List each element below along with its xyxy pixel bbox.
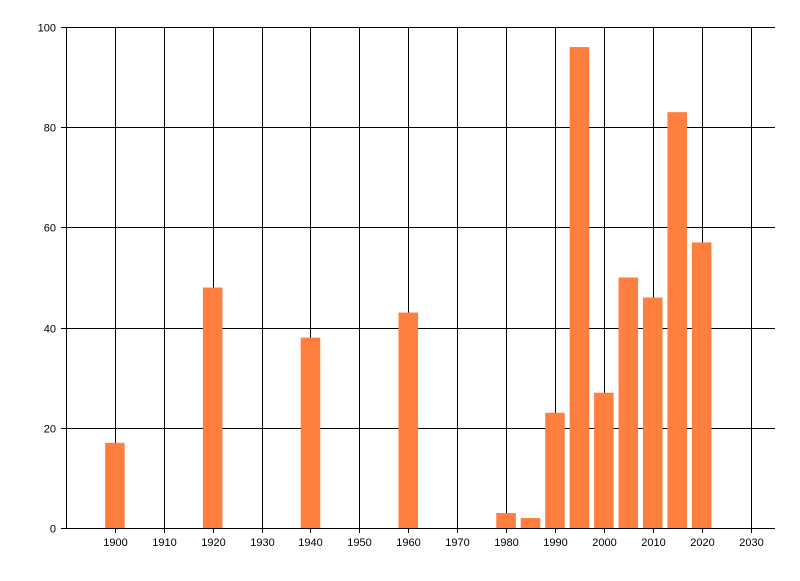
y-tick-label: 0 bbox=[50, 524, 56, 536]
x-tick-label: 1930 bbox=[250, 537, 274, 549]
bar bbox=[545, 412, 565, 528]
y-tick-label: 20 bbox=[44, 424, 56, 436]
x-tick-label: 2030 bbox=[739, 537, 763, 549]
bar bbox=[642, 297, 663, 528]
y-tick-label: 40 bbox=[44, 324, 56, 336]
x-tick-label: 1950 bbox=[347, 537, 371, 549]
x-tick-label: 1990 bbox=[543, 537, 567, 549]
x-tick-label: 1980 bbox=[494, 537, 518, 549]
x-tick-labels: 1900 1910 1920 1930 1940 1950 1960 1970 1980 1990… bbox=[103, 537, 763, 549]
bar bbox=[300, 337, 321, 528]
bar bbox=[569, 47, 590, 528]
x-tick-label: 1900 bbox=[103, 537, 127, 549]
axes bbox=[61, 27, 775, 533]
x-tick-label: 1960 bbox=[396, 537, 420, 549]
x-tick-label: 1970 bbox=[445, 537, 469, 549]
bar bbox=[105, 442, 125, 528]
bar bbox=[398, 312, 419, 528]
x-tick-label: 1920 bbox=[201, 537, 225, 549]
bar bbox=[496, 512, 516, 528]
x-tick-label: 1910 bbox=[152, 537, 176, 549]
bar bbox=[691, 242, 712, 528]
y-tick-label: 60 bbox=[44, 223, 56, 235]
x-tick-label: 1940 bbox=[298, 537, 322, 549]
y-tick-labels: 0 20 40 60 80 100 bbox=[38, 23, 56, 536]
y-tick-label: 100 bbox=[38, 23, 56, 35]
bar bbox=[202, 287, 223, 528]
grid-lines bbox=[66, 27, 775, 529]
x-tick-label: 2010 bbox=[641, 537, 665, 549]
x-tick-label: 2000 bbox=[592, 537, 616, 549]
x-tick-label: 2020 bbox=[690, 537, 714, 549]
bar bbox=[520, 517, 541, 528]
bar bbox=[618, 277, 639, 528]
bars bbox=[105, 47, 712, 529]
y-tick-label: 80 bbox=[44, 123, 56, 135]
bar bbox=[667, 112, 687, 529]
bar bbox=[594, 392, 614, 528]
